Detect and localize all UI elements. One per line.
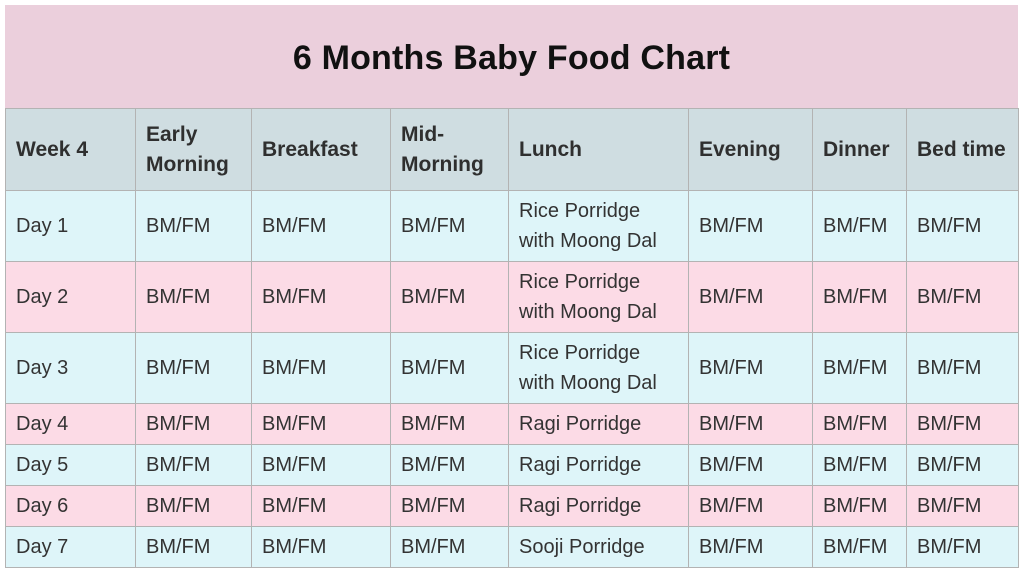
table-row: Day 4 BM/FM BM/FM BM/FM Ragi Porridge BM…	[5, 403, 1019, 445]
table-cell: BM/FM	[390, 485, 509, 527]
table-cell: BM/FM	[688, 444, 813, 486]
table-cell: BM/FM	[812, 444, 907, 486]
header-breakfast: Breakfast	[251, 108, 391, 191]
lunch-cell: Rice Porridge with Moong Dal	[508, 261, 689, 333]
table-cell: BM/FM	[812, 403, 907, 445]
header-week: Week 4	[5, 108, 136, 191]
table-cell: BM/FM	[135, 190, 252, 262]
table-cell: BM/FM	[688, 526, 813, 568]
day-cell: Day 4	[5, 403, 136, 445]
table-cell: BM/FM	[906, 190, 1019, 262]
day-cell: Day 2	[5, 261, 136, 333]
table-cell: BM/FM	[812, 526, 907, 568]
table-cell: BM/FM	[390, 190, 509, 262]
day-cell: Day 3	[5, 332, 136, 404]
lunch-cell: Ragi Porridge	[508, 444, 689, 486]
table-cell: BM/FM	[906, 444, 1019, 486]
lunch-cell: Ragi Porridge	[508, 485, 689, 527]
day-cell: Day 7	[5, 526, 136, 568]
day-cell: Day 6	[5, 485, 136, 527]
table-cell: BM/FM	[906, 485, 1019, 527]
table-cell: BM/FM	[390, 526, 509, 568]
lunch-cell: Rice Porridge with Moong Dal	[508, 190, 689, 262]
table-cell: BM/FM	[251, 444, 391, 486]
table-header-row: Week 4 Early Morning Breakfast Mid-Morni…	[5, 108, 1019, 191]
header-bed-time: Bed time	[906, 108, 1019, 191]
table-cell: BM/FM	[906, 261, 1019, 333]
chart-title: 6 Months Baby Food Chart	[292, 39, 731, 77]
table-cell: BM/FM	[251, 332, 391, 404]
table-cell: BM/FM	[390, 261, 509, 333]
table-cell: BM/FM	[812, 332, 907, 404]
lunch-cell: Ragi Porridge	[508, 403, 689, 445]
lunch-cell: Sooji Porridge	[508, 526, 689, 568]
header-evening: Evening	[688, 108, 813, 191]
table-cell: BM/FM	[390, 403, 509, 445]
table-cell: BM/FM	[251, 261, 391, 333]
table-row: Day 7 BM/FM BM/FM BM/FM Sooji Porridge B…	[5, 526, 1019, 568]
table-cell: BM/FM	[688, 485, 813, 527]
lunch-cell: Rice Porridge with Moong Dal	[508, 332, 689, 404]
table-cell: BM/FM	[812, 485, 907, 527]
table-row: Day 2 BM/FM BM/FM BM/FM Rice Porridge wi…	[5, 261, 1019, 333]
food-chart: 6 Months Baby Food Chart Week 4 Early Mo…	[5, 5, 1019, 568]
table-cell: BM/FM	[390, 444, 509, 486]
table-cell: BM/FM	[135, 526, 252, 568]
day-cell: Day 1	[5, 190, 136, 262]
table-cell: BM/FM	[251, 403, 391, 445]
table-cell: BM/FM	[688, 190, 813, 262]
table-cell: BM/FM	[390, 332, 509, 404]
table-cell: BM/FM	[906, 526, 1019, 568]
table-cell: BM/FM	[688, 261, 813, 333]
table-cell: BM/FM	[251, 485, 391, 527]
table-row: Day 5 BM/FM BM/FM BM/FM Ragi Porridge BM…	[5, 444, 1019, 486]
table-cell: BM/FM	[688, 403, 813, 445]
table-row: Day 1 BM/FM BM/FM BM/FM Rice Porridge wi…	[5, 190, 1019, 262]
day-cell: Day 5	[5, 444, 136, 486]
table-cell: BM/FM	[812, 190, 907, 262]
table-cell: BM/FM	[135, 403, 252, 445]
header-dinner: Dinner	[812, 108, 907, 191]
header-lunch: Lunch	[508, 108, 689, 191]
table-cell: BM/FM	[906, 403, 1019, 445]
table-cell: BM/FM	[906, 332, 1019, 404]
table-cell: BM/FM	[135, 332, 252, 404]
table-cell: BM/FM	[251, 190, 391, 262]
title-banner: 6 Months Baby Food Chart	[5, 5, 1018, 108]
header-mid-morning: Mid-Morning	[390, 108, 509, 191]
table-cell: BM/FM	[135, 261, 252, 333]
header-early-morning: Early Morning	[135, 108, 252, 191]
table-cell: BM/FM	[688, 332, 813, 404]
table-cell: BM/FM	[812, 261, 907, 333]
table-cell: BM/FM	[251, 526, 391, 568]
table-cell: BM/FM	[135, 444, 252, 486]
table-row: Day 3 BM/FM BM/FM BM/FM Rice Porridge wi…	[5, 332, 1019, 404]
table-cell: BM/FM	[135, 485, 252, 527]
table-row: Day 6 BM/FM BM/FM BM/FM Ragi Porridge BM…	[5, 485, 1019, 527]
food-schedule-table: Week 4 Early Morning Breakfast Mid-Morni…	[5, 108, 1019, 568]
